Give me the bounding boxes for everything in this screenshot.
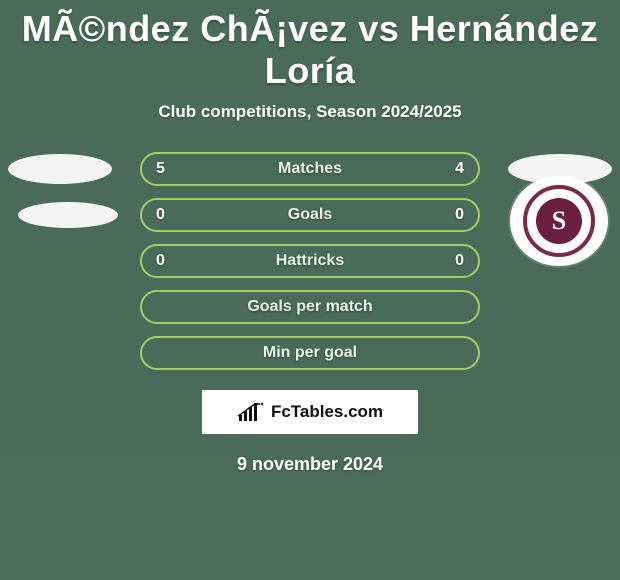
date-text: 9 november 2024 <box>0 454 620 475</box>
club-badge: S <box>510 176 608 266</box>
stat-value-left: 0 <box>156 206 165 224</box>
page-subtitle: Club competitions, Season 2024/2025 <box>0 102 620 122</box>
comparison-rows: 5 Matches 4 0 Goals 0 0 Hattricks 0 Goal… <box>0 146 620 376</box>
stat-pill: 0 Hattricks 0 <box>140 244 480 278</box>
watermark: FcTables.com <box>202 390 418 434</box>
player1-avatar-placeholder-2 <box>8 202 118 228</box>
stat-label: Hattricks <box>276 252 344 270</box>
stat-label: Matches <box>278 160 342 178</box>
stat-value-right: 0 <box>455 206 464 224</box>
stat-pill: Min per goal <box>140 336 480 370</box>
stat-pill: Goals per match <box>140 290 480 324</box>
ellipse-icon <box>18 202 118 228</box>
row-min-per-goal: Min per goal <box>0 330 620 376</box>
watermark-text: FcTables.com <box>271 402 383 422</box>
stat-value-left: 0 <box>156 252 165 270</box>
stat-label: Goals per match <box>247 298 372 316</box>
stat-pill: 5 Matches 4 <box>140 152 480 186</box>
ellipse-icon <box>8 154 112 184</box>
player1-avatar-placeholder <box>8 154 112 184</box>
stat-value-left: 5 <box>156 160 165 178</box>
stat-pill: 0 Goals 0 <box>140 198 480 232</box>
page-title: MÃ©ndez ChÃ¡vez vs Hernández Loría <box>0 0 620 92</box>
bar-chart-icon <box>237 401 265 423</box>
stat-label: Min per goal <box>263 344 357 362</box>
row-goals-per-match: Goals per match <box>0 284 620 330</box>
stat-value-right: 0 <box>455 252 464 270</box>
row-matches: 5 Matches 4 <box>0 146 620 192</box>
club-badge-letter: S <box>536 198 582 244</box>
club-badge-ring: S <box>523 185 595 257</box>
stat-label: Goals <box>288 206 332 224</box>
stat-value-right: 4 <box>455 160 464 178</box>
